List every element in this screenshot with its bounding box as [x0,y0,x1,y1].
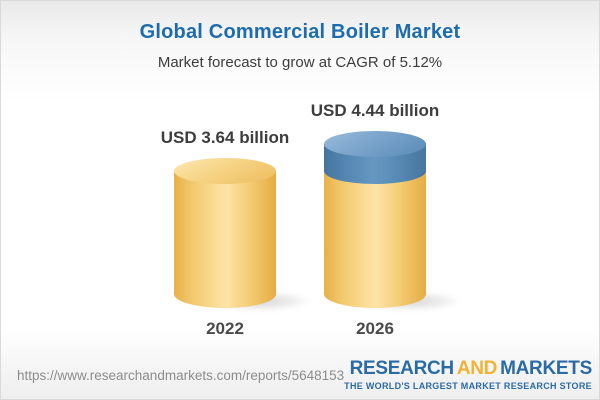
logo-tagline: THE WORLD'S LARGEST MARKET RESEARCH STOR… [344,381,592,391]
bar-2026 [324,131,461,311]
bar-2022 [174,158,311,311]
logo-word-markets: MARKETS [500,358,592,379]
category-label-2026: 2026 [356,319,394,338]
footer: https://www.researchandmarkets.com/repor… [1,351,599,399]
page-subtitle: Market forecast to grow at CAGR of 5.12% [157,54,443,71]
research-and-markets-logo: RESEARCH AND MARKETS THE WORLD'S LARGEST M… [344,359,592,391]
bar-group-2026: USD 4.44 billion 2026 [311,101,461,338]
value-label-2022: USD 3.64 billion [160,128,290,147]
logo-word-and: AND [456,358,498,379]
bar-group-2022: USD 3.64 billion 2022 [161,128,311,338]
category-label-2022: 2022 [206,319,244,338]
cylinder-top-gold [174,158,276,184]
logo-wordmark: RESEARCH AND MARKETS [344,358,593,379]
cylinder-bar-chart: USD 3.64 billion 2022 USD 4.44 billion 2… [1,1,599,338]
report-url-link[interactable]: https://www.researchandmarkets.com/repor… [17,367,345,383]
chart-header: Global Commercial Boiler Market Market f… [1,21,599,71]
cylinder-growth-cap-blue [324,131,426,184]
cylinder-body-gold [174,171,276,308]
growth-cap-top [324,131,426,157]
value-label-2026: USD 4.44 billion [310,101,440,120]
logo-word-research: RESEARCH [349,358,455,379]
page-title: Global Commercial Boiler Market [139,21,461,43]
